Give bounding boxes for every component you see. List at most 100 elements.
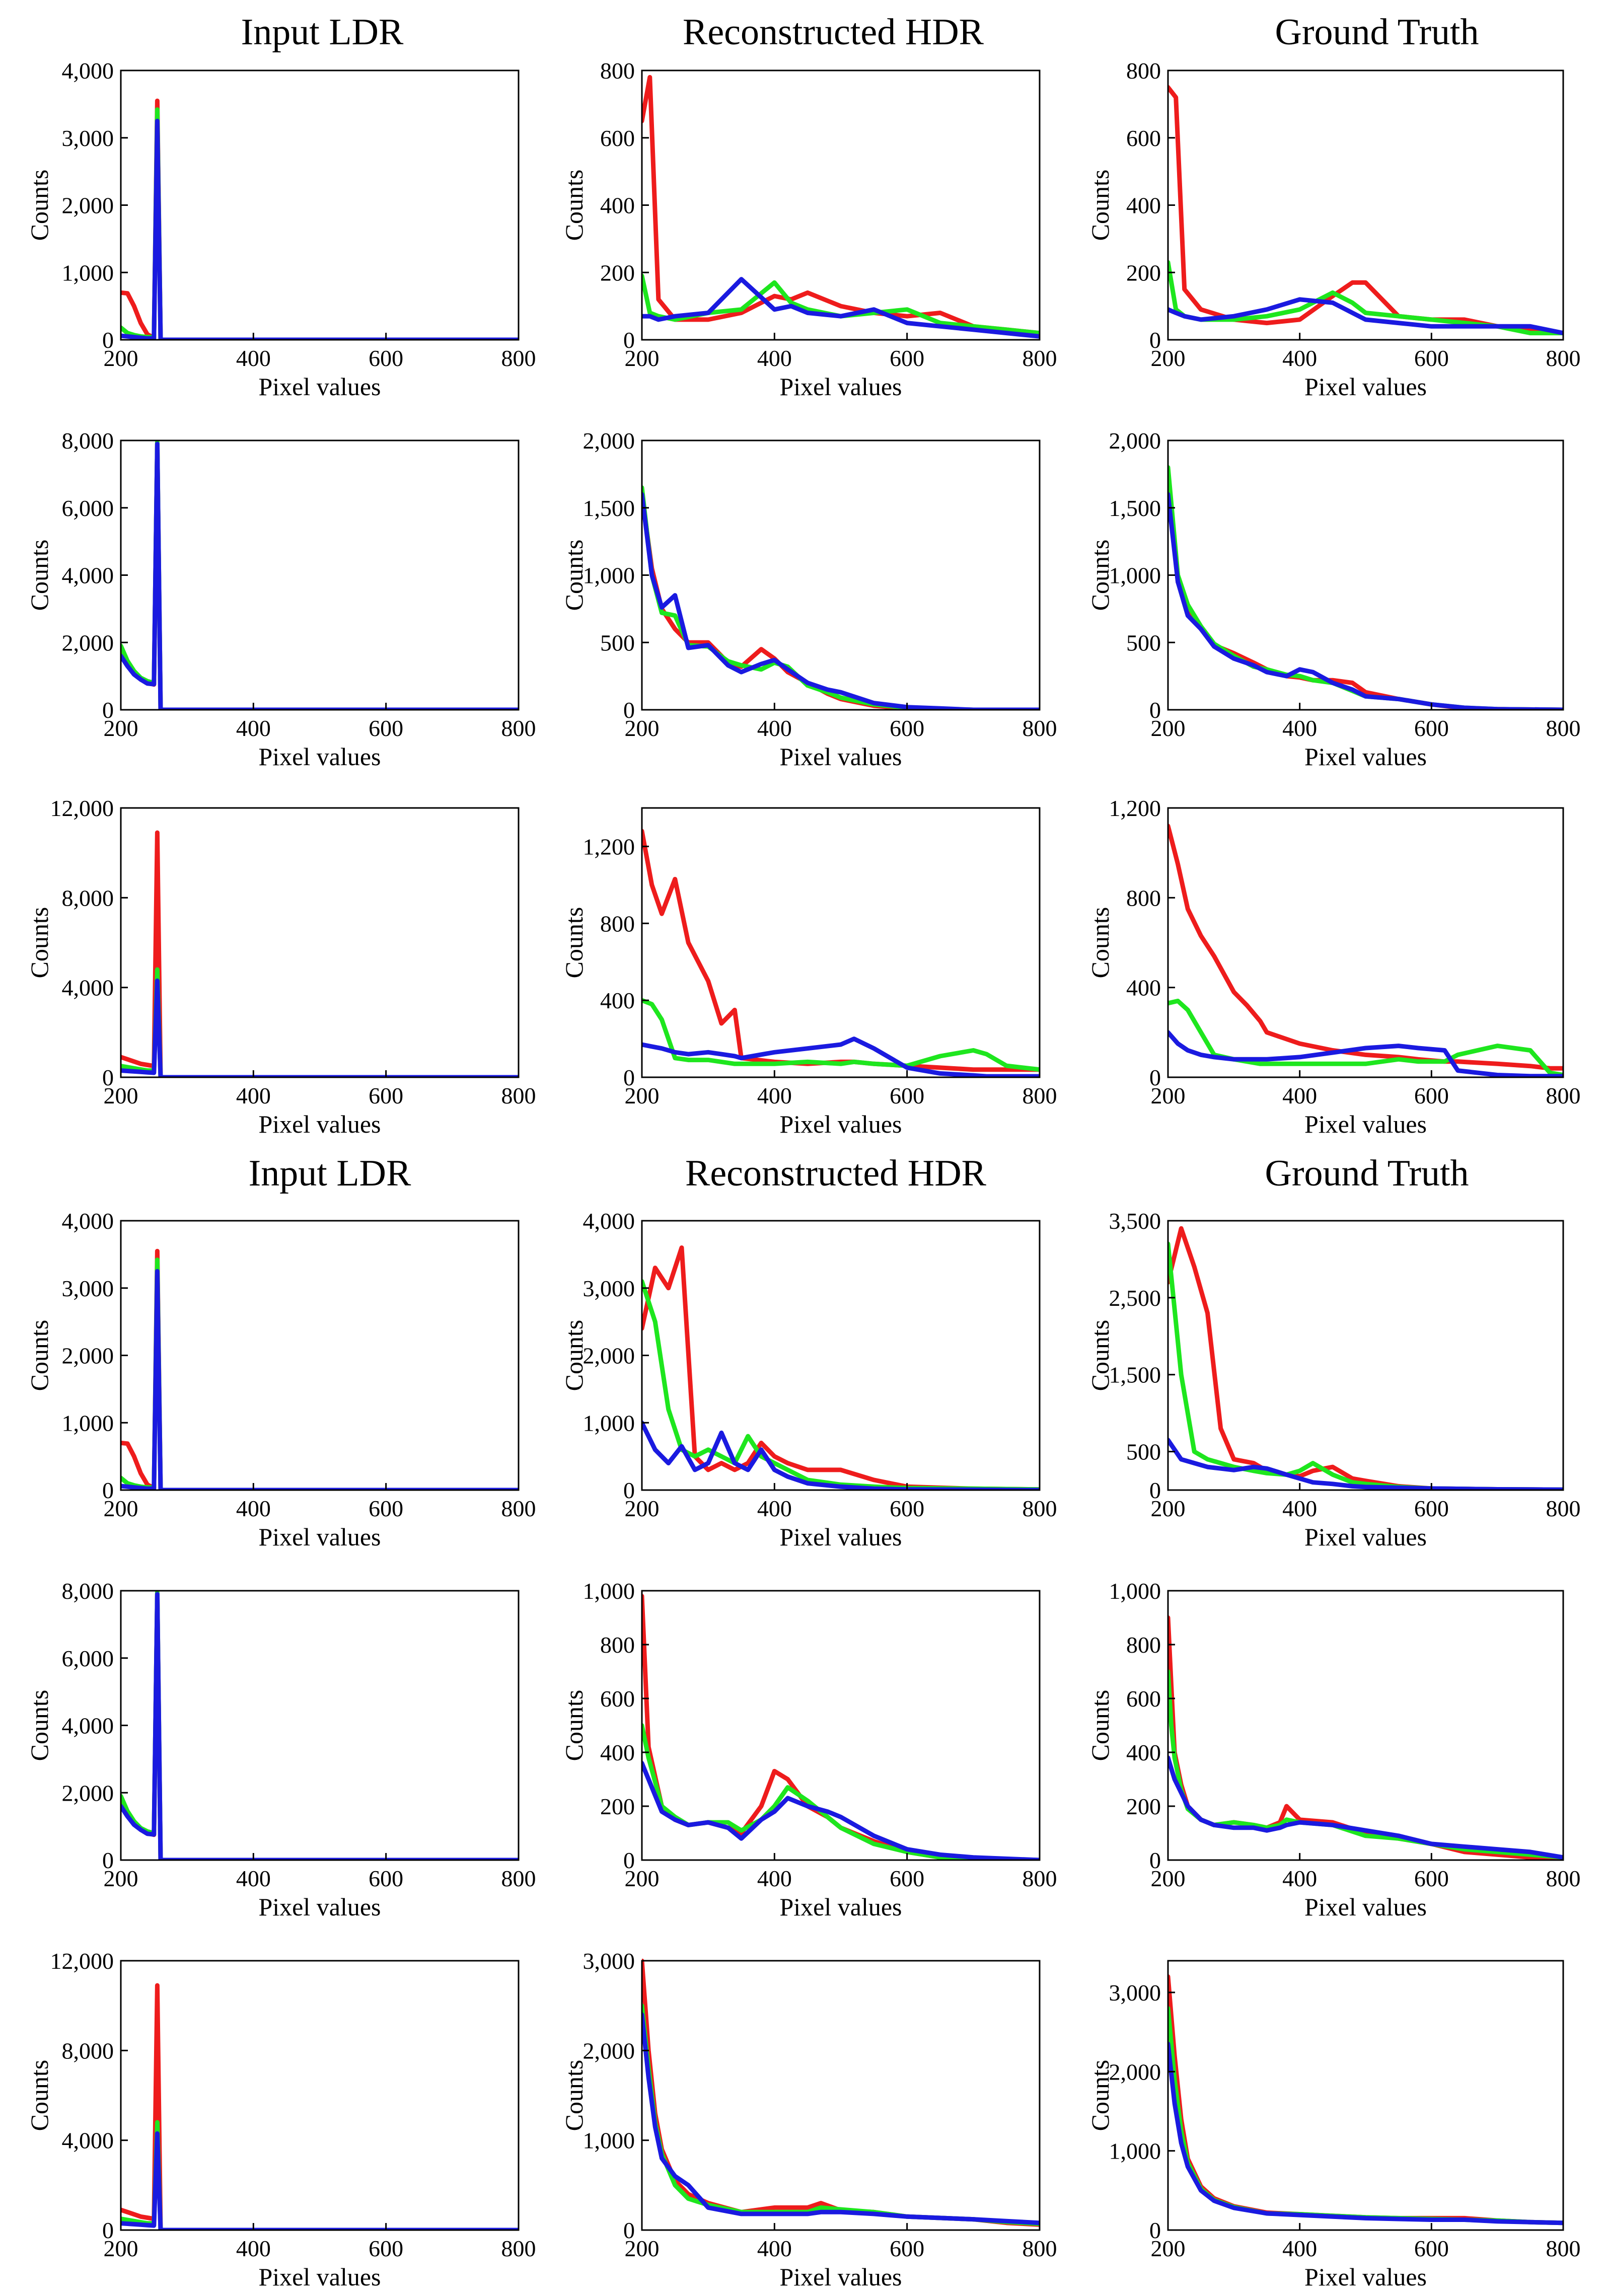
series-line-blue [121,1592,519,1860]
x-tick-label: 600 [1414,715,1449,741]
y-tick-label: 4,000 [62,1208,114,1234]
y-tick-label: 500 [1126,1439,1161,1465]
y-axis-label: Counts [25,907,53,979]
series-line-blue [642,2012,1040,2226]
x-tick-label: 600 [890,1496,924,1521]
y-tick-label: 2,000 [62,193,114,218]
y-tick-label: 0 [102,697,114,723]
y-tick-label: 600 [1126,1686,1161,1712]
y-tick-label: 6,000 [62,495,114,521]
x-tick-label: 600 [1414,1083,1449,1108]
y-tick-label: 12,000 [50,1948,114,1974]
x-tick-label: 400 [1282,1083,1317,1108]
y-tick-label: 400 [600,1740,635,1765]
y-tick-label: 1,000 [1109,2138,1161,2164]
y-tick-label: 8,000 [62,1578,114,1604]
x-tick-label: 800 [1546,345,1581,371]
y-tick-label: 0 [102,327,114,353]
x-tick-label: 600 [369,2236,403,2261]
axes-frame [1167,1960,1564,2231]
axes-frame [120,1960,520,2231]
axes-frame [641,807,1041,1078]
y-tick-label: 4,000 [62,563,114,588]
series-line-blue [642,277,1040,339]
x-tick-label: 600 [369,345,403,371]
x-tick-label: 200 [625,2236,660,2261]
x-tick-label: 600 [1414,345,1449,371]
x-tick-label: 200 [625,345,660,371]
series-line-blue [1168,1030,1563,1077]
y-tick-label: 2,500 [1109,1285,1161,1311]
x-axis-label: Pixel values [779,1893,902,1921]
y-tick-label: 1,000 [62,1410,114,1436]
series-line-blue [1168,2041,1563,2226]
series-line-green [1168,998,1563,1077]
y-tick-label: 3,000 [583,1276,635,1301]
x-axis-label: Pixel values [258,373,381,401]
panel-r1-input-ldr: 200 400 600 800 0 1,000 2,000 3,000 4,000 Pixel v… [25,58,536,401]
y-tick-label: 600 [600,125,635,151]
series-group [121,1983,519,2230]
series-line-blue [121,2131,519,2230]
y-tick-label: 0 [102,1065,114,1090]
y-tick-label: 800 [1126,1632,1161,1658]
x-tick-label: 400 [1282,2236,1317,2261]
y-tick-label: 200 [600,1794,635,1819]
y-tick-label: 4,000 [62,2128,114,2154]
x-axis-label: Pixel values [258,1893,381,1921]
y-tick-label: 3,000 [583,1948,635,1974]
y-tick-label: 4,000 [583,1208,635,1234]
y-axis-label: Counts [1086,170,1114,241]
series-line-blue [642,1420,1040,1490]
x-tick-label: 400 [236,2236,271,2261]
x-axis-label: Pixel values [1304,2263,1427,2291]
y-axis-label: Counts [560,540,588,611]
y-tick-label: 1,000 [583,1410,635,1436]
y-axis-label: Counts [560,2060,588,2131]
series-line-green [642,1723,1040,1860]
x-tick-label: 400 [1282,1866,1317,1891]
y-axis-label: Counts [25,1320,53,1391]
axes-frame [120,807,520,1078]
column-title-reconstructed-hdr-2: Reconstructed HDR [685,1153,987,1194]
series-group [642,75,1040,339]
y-tick-label: 3,500 [1109,1208,1161,1234]
x-tick-label: 400 [757,1083,792,1108]
y-tick-label: 400 [1126,1740,1161,1765]
x-tick-label: 200 [1151,1866,1186,1891]
y-tick-label: 0 [623,1477,635,1503]
x-tick-label: 400 [757,715,792,741]
series-group [1168,85,1563,336]
x-tick-label: 200 [1151,1496,1186,1521]
x-tick-label: 200 [625,715,660,741]
y-tick-label: 800 [600,58,635,84]
x-axis-label: Pixel values [258,1110,381,1138]
y-tick-label: 2,000 [583,428,635,454]
panel-r5-input-ldr: 200 400 600 800 0 2,000 4,000 6,000 8,000 Pixel v… [25,1578,536,1921]
x-tick-label: 600 [369,1866,403,1891]
x-tick-label: 200 [104,2236,138,2261]
y-tick-label: 0 [1149,1477,1161,1503]
series-line-blue [1168,297,1563,336]
x-tick-label: 200 [104,345,138,371]
x-tick-label: 400 [1282,1496,1317,1521]
series-group [121,1248,519,1490]
x-tick-label: 800 [1546,1866,1581,1891]
x-tick-label: 600 [1414,1866,1449,1891]
x-tick-label: 800 [1022,1866,1057,1891]
x-tick-label: 800 [1546,2236,1581,2261]
y-tick-label: 4,000 [62,975,114,1001]
x-tick-label: 600 [890,715,924,741]
series-group [121,439,519,710]
x-axis-label: Pixel values [258,743,381,771]
y-tick-label: 0 [102,1847,114,1873]
panel-r3-ground-truth: 200 400 600 800 0 400 800 1,200 Pixel values Coun… [1086,795,1581,1138]
x-tick-label: 200 [1151,2236,1186,2261]
series-line-green [642,998,1040,1072]
x-tick-label: 600 [890,2236,924,2261]
y-tick-label: 0 [623,327,635,353]
panel-r4-input-ldr: 200 400 600 800 0 1,000 2,000 3,000 4,000 Pixel v… [25,1208,536,1551]
x-axis-label: Pixel values [258,2263,381,2291]
